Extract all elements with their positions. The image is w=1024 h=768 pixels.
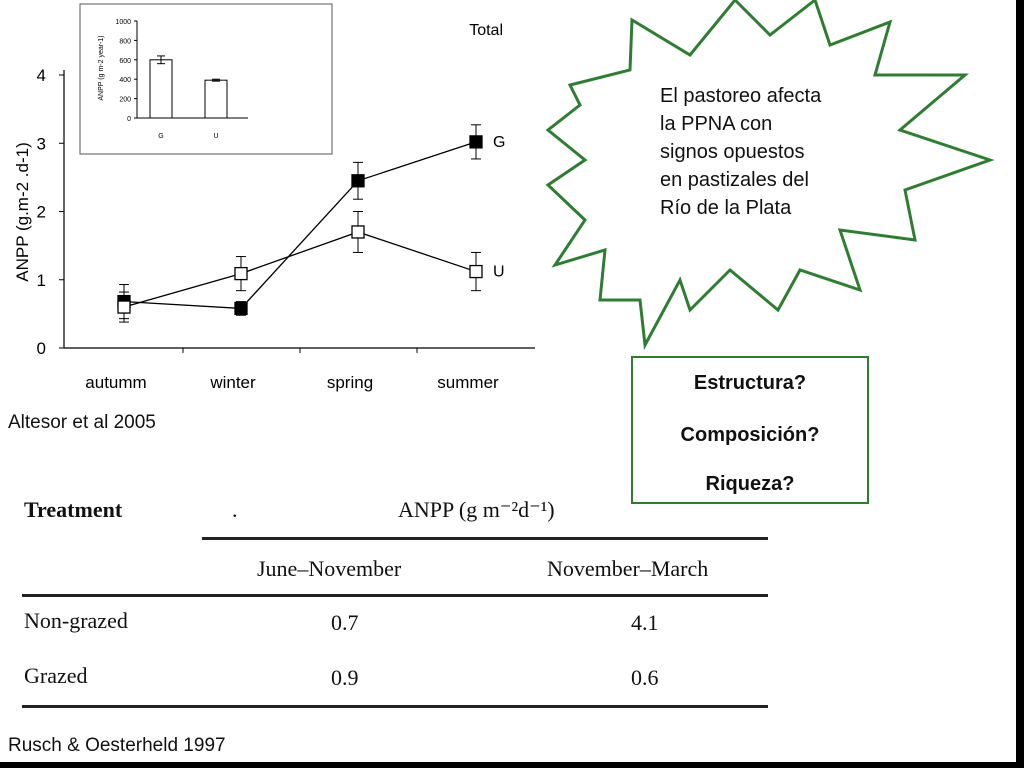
y-tick-label: 2 xyxy=(37,203,46,222)
table-row-label: Grazed xyxy=(24,663,88,688)
table-cell: 0.7 xyxy=(331,610,359,635)
series-label-U: U xyxy=(493,264,505,281)
table-header-treatment: Treatment xyxy=(24,497,123,522)
inset-y-tick-label: 200 xyxy=(119,97,131,104)
slide-bottom-border xyxy=(0,762,1024,768)
series-line-G xyxy=(123,141,477,310)
table-cell: 4.1 xyxy=(631,610,659,635)
inset-bar xyxy=(149,59,173,119)
table-rule-top xyxy=(202,537,768,540)
series-label-G: G xyxy=(493,134,505,151)
y-tick-label: 3 xyxy=(37,134,46,153)
inset-y-tick-label: 0 xyxy=(127,116,131,123)
data-point-G xyxy=(469,135,483,149)
star-line: Río de la Plata xyxy=(660,197,792,219)
inset-bar xyxy=(204,79,228,119)
data-point-G xyxy=(234,301,248,316)
question-structure: Estructura? xyxy=(693,372,807,394)
x-tick-label: summer xyxy=(437,373,499,392)
citation-altesor: Altesor et al 2005 xyxy=(8,412,156,433)
table-rule-mid xyxy=(22,594,768,597)
data-point-U xyxy=(117,300,131,314)
inset-y-tick-label: 400 xyxy=(119,77,131,84)
questions-box: Estructura? Composición? Riqueza? xyxy=(631,356,869,504)
x-tick-label: spring xyxy=(327,373,373,392)
data-point-U xyxy=(351,225,365,239)
table-cell: 0.6 xyxy=(631,665,659,690)
chart-title: Total xyxy=(469,22,503,39)
star-line: signos opuestos xyxy=(660,141,805,163)
table-subheader-june: June–November xyxy=(257,556,402,581)
star-line: la PPNA con xyxy=(660,113,773,135)
starburst-text: El pastoreo afecta la PPNA con signos op… xyxy=(660,82,821,222)
data-point-G xyxy=(351,174,365,188)
table-dot: . xyxy=(232,497,238,522)
data-point-U xyxy=(234,266,248,281)
star-line: en pastizales del xyxy=(660,169,809,191)
x-tick-label: winter xyxy=(209,373,256,392)
table-cell: 0.9 xyxy=(331,665,359,690)
data-point-U xyxy=(469,264,483,279)
table-row-label: Non-grazed xyxy=(24,608,128,633)
y-tick-label: 4 xyxy=(37,66,46,85)
y-axis-label: ANPP (g.m-2 .d-1) xyxy=(13,142,32,282)
main-chart-axes: 0 1 2 3 4 autumm winter spring summer ANPP (g.m-2… xyxy=(13,22,535,392)
inset-x-tick-label: G xyxy=(158,133,163,140)
inset-y-tick-label: 1000 xyxy=(115,19,131,26)
x-tick-label: autumm xyxy=(85,373,146,392)
slide-right-border xyxy=(1016,0,1024,768)
main-chart-marks: GU xyxy=(117,124,505,323)
question-composition: Composición? xyxy=(680,424,820,446)
table-rule-bottom xyxy=(22,705,768,708)
inset-chart-marks xyxy=(149,55,228,119)
starburst-shape xyxy=(545,0,995,350)
inset-y-axis-label: ANPP (g m-2 year-1) xyxy=(98,35,105,100)
citation-rusch: Rusch & Oesterheld 1997 xyxy=(8,735,226,756)
inset-x-tick-label: U xyxy=(213,133,218,140)
table-subheader-november: November–March xyxy=(547,556,709,581)
inset-y-tick-label: 800 xyxy=(119,38,131,45)
inset-frame xyxy=(79,3,333,155)
star-line: El pastoreo afecta xyxy=(660,85,822,107)
y-tick-label: 0 xyxy=(37,339,46,358)
y-tick-label: 1 xyxy=(37,271,46,290)
series-line-U xyxy=(123,231,477,308)
question-richness: Riqueza? xyxy=(705,473,795,495)
inset-y-tick-label: 600 xyxy=(119,58,131,65)
table-header-anpp: ANPP (g m⁻²d⁻¹) xyxy=(398,497,555,522)
